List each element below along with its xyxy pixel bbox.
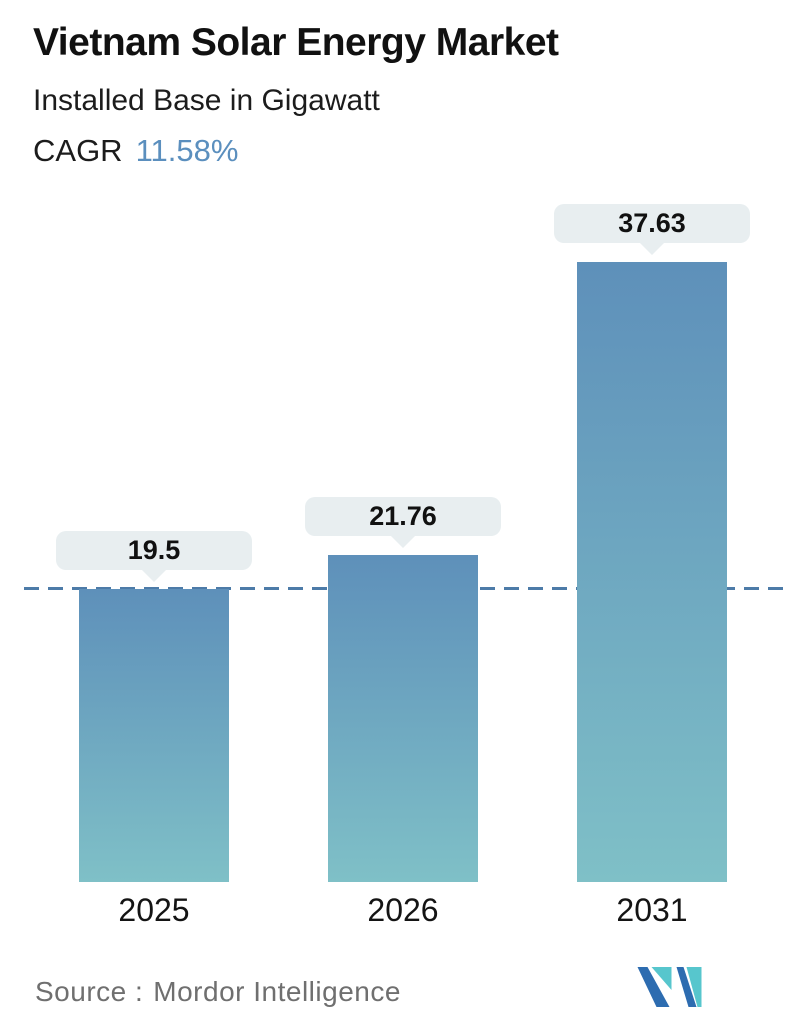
value-label-text: 19.5 [127, 535, 181, 565]
chart-subtitle: Installed Base in Gigawatt [33, 83, 380, 117]
value-label-2025: 19.5 [56, 531, 252, 570]
logo-blue-right-stripe [676, 967, 697, 1007]
bar-2031[interactable] [577, 262, 727, 882]
logo-teal-middle-triangle [651, 967, 672, 990]
logo-teal-right-quad [686, 967, 702, 1007]
bar-2026[interactable] [328, 555, 478, 882]
source-text: Source : Mordor Intelligence [35, 976, 401, 1008]
mordor-intelligence-logo[interactable] [635, 967, 702, 1007]
bar-group-2026: 21.76 2026 [305, 0, 501, 928]
axis-label-2025: 2025 [118, 892, 190, 928]
axis-label-2031: 2031 [616, 892, 688, 928]
value-label-text: 21.76 [369, 501, 437, 531]
cagr-line: CAGR 11.58% [33, 132, 559, 169]
value-label-2026: 21.76 [305, 497, 501, 536]
cagr-value: 11.58% [135, 132, 239, 168]
axis-label-2026: 2026 [367, 892, 439, 928]
value-label-text: 37.63 [618, 208, 686, 238]
page-title: Vietnam Solar Energy Market [33, 21, 559, 64]
source-label: Source : [35, 976, 144, 1007]
bar-group-2031: 37.63 2031 [554, 0, 750, 928]
bar-2025[interactable] [79, 589, 229, 882]
chart-header: Vietnam Solar Energy Market Installed Ba… [33, 20, 559, 169]
bar-group-2025: 19.5 2025 [56, 0, 252, 928]
cagr-label: CAGR [33, 132, 123, 168]
value-label-2031: 37.63 [554, 204, 750, 243]
logo-blue-left-band [637, 967, 670, 1007]
source-value: Mordor Intelligence [153, 976, 401, 1007]
